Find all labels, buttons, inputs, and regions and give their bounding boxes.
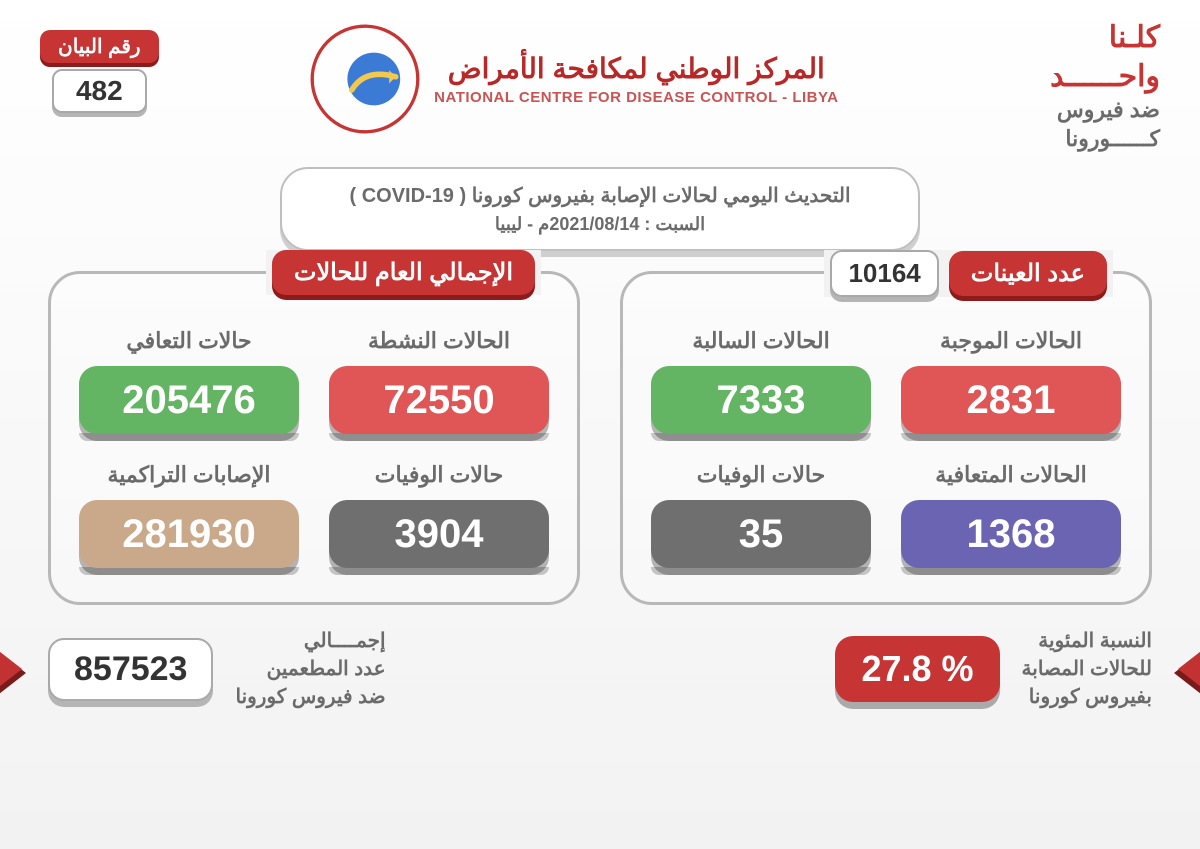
stat-cell: الإصابات التراكمية 281930 [79,462,299,568]
stat-value: 205476 [79,366,299,434]
stat-value: 35 [651,500,871,568]
stat-cell: حالات الوفيات 3904 [329,462,549,568]
org-name-ar: المركز الوطني لمكافحة الأمراض [434,52,838,85]
slogan-word-1: كلـنا [990,18,1160,57]
title-bubble: التحديث اليومي لحالات الإصابة بفيروس كور… [280,167,920,251]
header: كلـنا واحــــــد ضد فيروس كــــــورونا ا… [0,0,1200,153]
chevron-right-icon [1178,641,1200,697]
org-logo-block: المركز الوطني لمكافحة الأمراض NATIONAL C… [310,24,838,134]
stat-label: حالات التعافي [79,328,299,354]
stat-label: حالات الوفيات [329,462,549,488]
samples-panel: عدد العينات 10164 الحالات الموجبة2831الح… [620,271,1152,605]
slogan-line-4: كــــــورونا [990,125,1160,154]
totals-panel: الإجمالي العام للحالات الحالات النشطة725… [48,271,580,605]
stat-value: 1368 [901,500,1121,568]
samples-grid: الحالات الموجبة2831الحالات السالبة7333ال… [651,328,1121,568]
samples-header-value: 10164 [830,250,938,297]
vaccinated-label: إجمــــالي عدد المطعمين ضد فيروس كورونا [235,627,385,711]
stat-value: 7333 [651,366,871,434]
bulletin-number: 482 [52,69,147,113]
stat-label: الحالات النشطة [329,328,549,354]
totals-header-label: الإجمالي العام للحالات [272,250,535,295]
title-line-2: السبت : 2021/08/14م - ليبيا [302,214,898,235]
stat-cell: حالات التعافي 205476 [79,328,299,434]
stat-cell: الحالات الموجبة 2831 [901,328,1121,434]
footer-row: النسبة المئوية للحالات المصابة بفيروس كو… [0,605,1200,711]
stat-cell: حالات الوفيات 35 [651,462,871,568]
stat-label: الحالات المتعافية [901,462,1121,488]
stat-label: حالات الوفيات [651,462,871,488]
panels-row: عدد العينات 10164 الحالات الموجبة2831الح… [0,271,1200,605]
stat-label: الحالات السالبة [651,328,871,354]
stat-value: 281930 [79,500,299,568]
stat-value: 3904 [329,500,549,568]
org-name-en: NATIONAL CENTRE FOR DISEASE CONTROL - LI… [434,89,838,106]
stat-label: الإصابات التراكمية [79,462,299,488]
slogan-word-2: واحــــــد [1050,57,1160,96]
samples-header-label: عدد العينات [949,251,1107,296]
stat-cell: الحالات النشطة 72550 [329,328,549,434]
stat-value: 2831 [901,366,1121,434]
percent-label: النسبة المئوية للحالات المصابة بفيروس كو… [1022,627,1152,711]
stat-cell: الحالات المتعافية 1368 [901,462,1121,568]
bulletin-label: رقم البيان [40,30,159,63]
crescent-globe-icon [310,24,420,134]
slogan-block: كلـنا واحــــــد ضد فيروس كــــــورونا [990,18,1160,153]
title-line-1: التحديث اليومي لحالات الإصابة بفيروس كور… [302,183,898,208]
bulletin-block: رقم البيان 482 [40,30,159,113]
slogan-line-3: ضد فيروس [990,96,1160,125]
vaccinated-block: إجمــــالي عدد المطعمين ضد فيروس كورونا … [48,627,580,711]
stat-value: 72550 [329,366,549,434]
chevron-left-icon [0,641,22,697]
totals-grid: الحالات النشطة72550حالات التعافي205476حا… [79,328,549,568]
stat-label: الحالات الموجبة [901,328,1121,354]
percent-block: النسبة المئوية للحالات المصابة بفيروس كو… [620,627,1152,711]
stat-cell: الحالات السالبة 7333 [651,328,871,434]
percent-value: 27.8 % [835,636,999,702]
vaccinated-value: 857523 [48,638,213,701]
